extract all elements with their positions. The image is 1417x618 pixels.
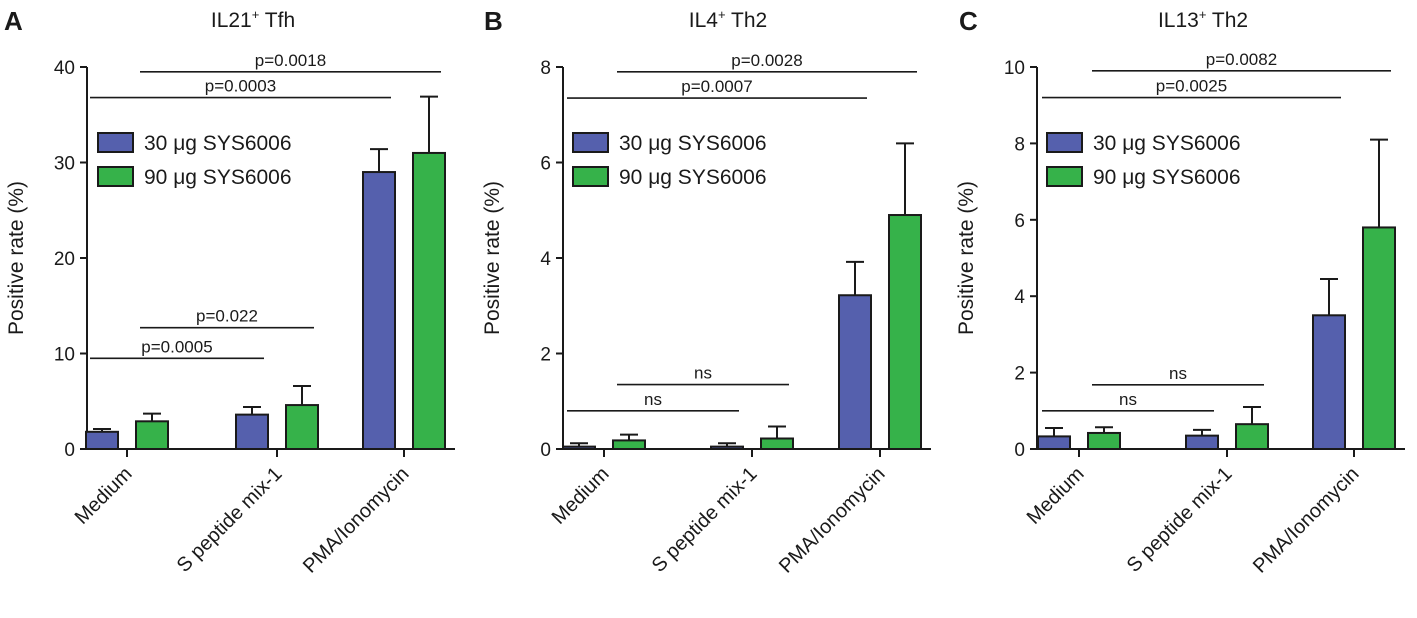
comparison-label: p=0.0082	[1206, 50, 1277, 69]
panel-title: IL13+ Th2	[1158, 7, 1248, 32]
panel-title-main: IL4	[689, 9, 719, 32]
bar	[85, 430, 119, 450]
bar	[612, 439, 646, 450]
panel-title-rest: Tfh	[259, 9, 295, 32]
y-tick-label: 10	[1004, 58, 1025, 79]
comparison-label: ns	[644, 390, 662, 409]
comparison-label: p=0.0005	[141, 337, 212, 356]
y-tick-label: 30	[54, 154, 75, 175]
bar	[1312, 314, 1346, 450]
legend-swatch	[572, 132, 609, 153]
comparison-label: p=0.0025	[1156, 77, 1227, 96]
x-category-label: PMA/Ionomycin	[775, 463, 890, 578]
y-tick-label: 0	[540, 440, 551, 461]
y-tick-label: 4	[540, 249, 551, 270]
x-category-label: Medium	[71, 463, 137, 529]
y-tick-label: 0	[64, 440, 75, 461]
legend-label: 90 μg SYS6006	[1093, 166, 1241, 189]
bar	[1037, 435, 1071, 451]
bar	[285, 404, 319, 451]
y-tick-label: 2	[1014, 364, 1025, 385]
legend-swatch	[97, 132, 134, 153]
panel-title-superscript: +	[718, 7, 726, 22]
panel-c: C IL13+ Th2 Positive rate (%) 0 2 4 6 8 10 Medium…	[955, 6, 1405, 578]
panel-title-main: IL13	[1158, 9, 1199, 32]
panel-title: IL21+ Tfh	[211, 7, 295, 32]
x-category-label: Medium	[1023, 463, 1089, 529]
comparison-label: ns	[1169, 364, 1187, 383]
bar	[1235, 423, 1269, 451]
panel-a: A IL21+ Tfh Positive rate (%) 0 10 20 30 40 Medi…	[4, 6, 455, 578]
panel-title-superscript: +	[1199, 7, 1207, 22]
panel-title-rest: Th2	[726, 9, 768, 32]
comparison-label: ns	[1119, 390, 1137, 409]
y-tick-label: 10	[54, 345, 75, 366]
x-category-label: Medium	[548, 463, 614, 529]
panel-letter: B	[484, 6, 503, 36]
x-category-label: PMA/Ionomycin	[299, 463, 414, 578]
panel-title-superscript: +	[252, 7, 260, 22]
y-tick-label: 0	[1014, 440, 1025, 461]
comparison-label: p=0.022	[196, 307, 258, 326]
panel-letter: C	[959, 6, 978, 36]
y-tick-label: 8	[540, 58, 551, 79]
bar	[235, 413, 269, 450]
bar	[1185, 434, 1219, 451]
x-category-label: PMA/Ionomycin	[1249, 463, 1364, 578]
legend-label: 30 μg SYS6006	[619, 132, 767, 155]
bar	[362, 171, 396, 451]
bar	[562, 445, 596, 450]
panel-title-rest: Th2	[1206, 9, 1248, 32]
y-axis-label: Positive rate (%)	[481, 181, 504, 335]
legend-label: 90 μg SYS6006	[619, 166, 767, 189]
y-axis-label: Positive rate (%)	[955, 181, 978, 335]
panel-title: IL4+ Th2	[689, 7, 767, 32]
x-category-label: S peptide mix-1	[1123, 463, 1237, 577]
legend-swatch	[1046, 166, 1083, 187]
y-tick-label: 40	[54, 58, 75, 79]
y-tick-label: 4	[1014, 287, 1025, 308]
panel-title-main: IL21	[211, 9, 252, 32]
x-category-label: S peptide mix-1	[173, 463, 287, 577]
y-tick-label: 8	[1014, 134, 1025, 155]
bar	[412, 151, 446, 450]
bar	[760, 437, 794, 450]
bar	[888, 214, 922, 450]
comparison-label: p=0.0003	[205, 77, 276, 96]
comparison-label: ns	[694, 364, 712, 383]
bar	[135, 420, 169, 450]
bar	[710, 445, 744, 450]
legend-swatch	[572, 166, 609, 187]
bar	[1362, 226, 1396, 450]
legend-swatch	[1046, 132, 1083, 153]
y-tick-label: 6	[1014, 211, 1025, 232]
panel-letter: A	[4, 6, 23, 36]
y-axis-label: Positive rate (%)	[5, 181, 28, 335]
bar	[1087, 431, 1121, 450]
legend-label: 30 μg SYS6006	[144, 132, 292, 155]
panel-b: B IL4+ Th2 Positive rate (%) 0 2 4 6 8 Medium S p…	[481, 6, 931, 578]
y-tick-label: 20	[54, 249, 75, 270]
bar	[838, 294, 872, 450]
comparison-label: p=0.0007	[681, 77, 752, 96]
comparison-label: p=0.0018	[255, 51, 326, 70]
y-tick-label: 6	[540, 154, 551, 175]
legend-label: 90 μg SYS6006	[144, 166, 292, 189]
y-tick-label: 2	[540, 345, 551, 366]
comparison-label: p=0.0028	[731, 51, 802, 70]
legend-label: 30 μg SYS6006	[1093, 132, 1241, 155]
x-category-label: S peptide mix-1	[648, 463, 762, 577]
legend-swatch	[97, 166, 134, 187]
